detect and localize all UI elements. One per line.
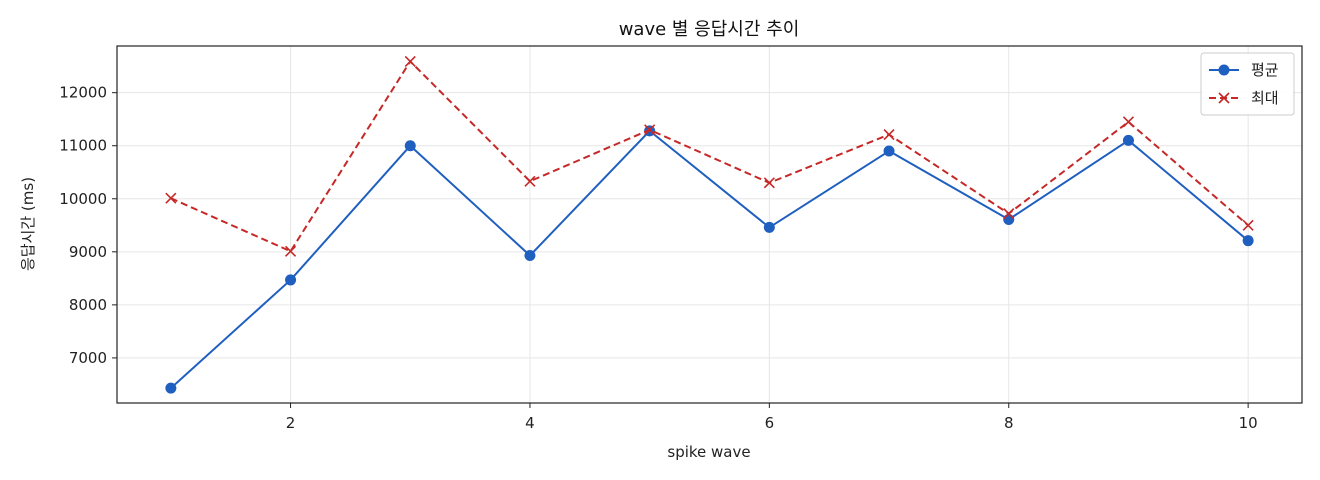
legend-box (1200, 52, 1295, 116)
data-point (524, 175, 536, 187)
data-point (285, 274, 297, 286)
series-line (170, 60, 1249, 253)
series-line (170, 129, 1249, 389)
y-tick-label: 11000 (59, 137, 107, 155)
data-point (284, 245, 297, 257)
data-point (1003, 213, 1015, 225)
legend-label: 최대 (1251, 89, 1279, 107)
data-point (763, 221, 775, 233)
x-tick-label: 4 (525, 414, 535, 432)
chart-title: wave 별 응답시간 추이 (619, 19, 800, 40)
data-point (763, 177, 775, 189)
data-point (404, 55, 416, 67)
x-tick-label: 10 (1239, 414, 1258, 432)
y-tick-label: 7000 (69, 349, 107, 367)
legend-marker (1218, 92, 1230, 104)
data-point (883, 145, 895, 157)
data-point (1122, 116, 1135, 128)
series-2 (165, 55, 1254, 257)
data-point (165, 192, 177, 204)
data-point (1003, 208, 1015, 220)
x-tick-label: 8 (1004, 414, 1014, 432)
data-point (1122, 134, 1134, 146)
data-point (524, 250, 536, 262)
series-layer (165, 55, 1254, 394)
y-tick-label: 10000 (59, 190, 107, 208)
y-tick-label: 9000 (69, 243, 107, 261)
x-tick-label: 2 (286, 414, 296, 432)
data-point (883, 129, 895, 141)
x-axis-title: spike wave (667, 443, 750, 461)
y-axis-title: 응답시간 (ms) (19, 177, 37, 271)
data-point (644, 124, 656, 136)
legend-marker (1218, 64, 1230, 76)
y-tick-label: 8000 (69, 296, 107, 314)
data-point (404, 140, 416, 152)
x-tick-label: 6 (765, 414, 775, 432)
y-tick-label: 12000 (59, 84, 107, 102)
plot-frame (116, 45, 1303, 404)
axes: 2 4 6 8 10 7000 8000 9000 10000 11000 12000 (59, 45, 1303, 432)
data-point (165, 382, 177, 394)
data-point (1242, 219, 1254, 231)
data-point (1242, 235, 1254, 247)
legend-label: 평균 (1251, 61, 1279, 79)
